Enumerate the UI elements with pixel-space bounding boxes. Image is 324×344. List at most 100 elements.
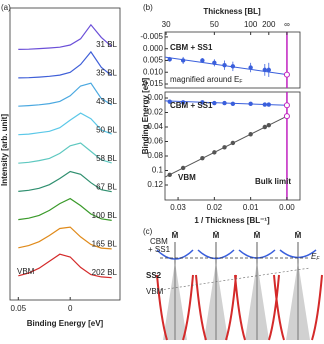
point (167, 99, 172, 104)
legend-label: CBM + SS1 (170, 43, 213, 52)
ss2-band (273, 274, 323, 341)
ss2-band (234, 274, 280, 341)
y-tick-label: 0.015 (143, 79, 164, 88)
fermi-label: EF (311, 252, 320, 262)
ss2-trend (159, 267, 311, 291)
ss2-band (156, 274, 194, 341)
point (248, 65, 253, 70)
y-tick-label: 0.1 (152, 166, 164, 175)
series-label: 31 BL (96, 40, 117, 49)
point (222, 100, 227, 106)
cbm-band (197, 249, 235, 260)
x-tick-label: 0 (68, 304, 73, 313)
x2-axis-label: Thickness [BL] (203, 7, 261, 16)
ss2-label: SS2 (146, 271, 162, 280)
x-axis-label: 1 / Thickness [BL⁻¹] (194, 216, 270, 225)
point (167, 172, 172, 178)
y-axis-label: Intensity [arb. unit] (0, 114, 9, 186)
point (180, 100, 186, 105)
cbm-label: + SS1 (148, 245, 171, 254)
series-label: 165 BL (92, 240, 118, 249)
x-tick-label: 0.05 (11, 304, 27, 313)
bulk-point (283, 113, 290, 120)
point (222, 145, 227, 150)
point (230, 101, 236, 107)
point (262, 124, 267, 130)
annotation-text: magnified around E (170, 75, 239, 84)
series-label: 202 BL (92, 268, 118, 277)
point (230, 64, 236, 69)
point (200, 58, 205, 63)
x-tick-label: 0.01 (243, 203, 259, 212)
frame (9, 7, 121, 301)
cbm-band (279, 249, 317, 259)
panel-label: (b) (143, 3, 153, 12)
point (266, 122, 271, 128)
cbm-band (156, 249, 194, 260)
vbm-label: VBM (146, 287, 164, 296)
point (266, 102, 271, 107)
x2-tick-label: ∞ (284, 20, 290, 29)
y-tick-label: -0.005 (140, 32, 163, 41)
point (248, 101, 253, 107)
point (222, 62, 227, 68)
point (262, 67, 267, 73)
x2-tick-label: 50 (210, 20, 219, 29)
vbm-cone (286, 262, 310, 340)
panel-label: (a) (1, 3, 11, 12)
x2-tick-label: 200 (262, 20, 276, 29)
spectrum (18, 197, 112, 221)
k-label: M̄ (254, 231, 261, 240)
y-tick-label: 0.02 (147, 108, 163, 117)
legend-label: VBM (178, 173, 196, 182)
k-label: M̄ (295, 231, 302, 240)
point (230, 140, 236, 146)
y-tick-label: 0.08 (147, 151, 163, 160)
x-tick-label: 0.03 (170, 203, 186, 212)
point (262, 102, 267, 107)
vbm-cone (204, 262, 228, 340)
k-label: M̄ (213, 231, 220, 240)
panel-label: (c) (143, 227, 153, 236)
point (180, 58, 186, 63)
series-label: 58 BL (96, 154, 117, 163)
y-tick-label: 0.000 (143, 44, 164, 53)
spectrum (18, 50, 113, 79)
spectrum (18, 82, 113, 107)
y-tick-label: 0.00 (147, 93, 163, 102)
series-label: 100 BL (92, 211, 118, 220)
series-label: 43 BL (96, 97, 117, 106)
fermi-text: E (311, 252, 317, 261)
spectrum (18, 226, 112, 250)
x2-tick-label: 30 (162, 20, 171, 29)
point (248, 132, 253, 137)
x2-tick-label: 100 (244, 20, 258, 29)
x-tick-label: 0.00 (279, 203, 295, 212)
k-label: M̄ (172, 231, 179, 240)
spectrum (18, 112, 112, 136)
point (212, 100, 217, 106)
annotation-sub: F (239, 79, 242, 85)
vbm-cone (163, 262, 187, 340)
annotation: Bulk limit (255, 177, 291, 186)
y-tick-label: 0.06 (147, 137, 163, 146)
bulk-point (283, 102, 290, 109)
series-label: 35 BL (96, 69, 117, 78)
point (200, 100, 205, 105)
cbm-label: CBM (150, 237, 168, 246)
bulk-point (283, 71, 290, 78)
point (212, 60, 217, 66)
series-label: 50 BL (96, 126, 117, 135)
y-tick-label: 0.010 (143, 67, 164, 76)
x-axis-label: Binding Energy [eV] (27, 319, 104, 328)
point (212, 150, 217, 155)
y-tick-label: 0.005 (143, 56, 164, 65)
y-tick-label: 0.12 (147, 180, 163, 189)
point (167, 57, 172, 62)
spectrum (18, 23, 113, 50)
frame (164, 91, 301, 201)
annotation: VBM (17, 267, 35, 276)
x-tick-label: 0.02 (207, 203, 223, 212)
point (266, 67, 271, 73)
